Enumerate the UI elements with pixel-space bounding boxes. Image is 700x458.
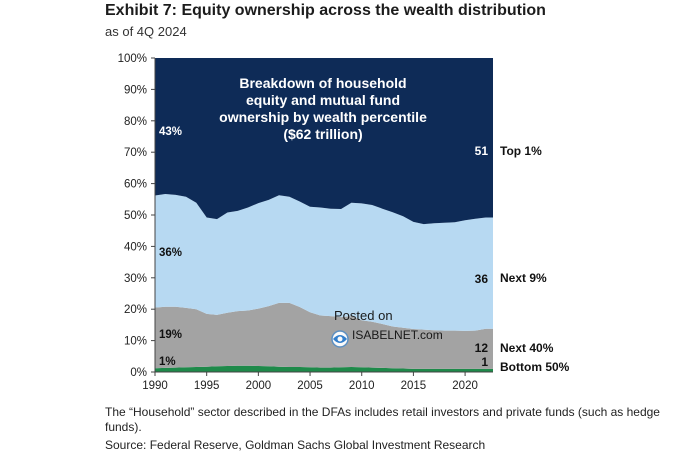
series-end-labels: 112 36 51 (475, 144, 489, 369)
y-tick-label: 50% (124, 210, 147, 222)
y-tick-label: 80% (124, 116, 147, 128)
series-name-labels: Bottom 50% Next 40% Next 9% Top 1% (500, 144, 570, 374)
start-label-top-1: 43% (159, 126, 182, 138)
x-tick-label: 2000 (246, 380, 272, 392)
watermark-line1: Posted on (334, 308, 393, 323)
x-tick-label: 1990 (142, 380, 168, 392)
series-name-bottom-50: Bottom 50% (500, 360, 570, 374)
series-name-next-40: Next 40% (500, 341, 554, 355)
area-next-40 (155, 302, 493, 369)
x-tick-label: 2015 (401, 380, 427, 392)
stacked-area-chart: 0%10%20%30%40%50%60%70%80%90%100% 1990 19… (118, 53, 570, 392)
footnote: The “Household” sector described in the … (105, 405, 660, 434)
area-bottom-50 (155, 365, 493, 372)
end-label-bottom-50: 1 (481, 355, 488, 369)
y-tick-label: 100% (118, 53, 147, 65)
x-tick-label: 2010 (349, 380, 375, 392)
end-label-next-9: 36 (475, 272, 489, 286)
source-note: Source: Federal Reserve, Goldman Sachs G… (105, 438, 486, 452)
end-label-next-40: 12 (475, 341, 489, 355)
y-tick-label: 10% (124, 336, 147, 348)
series-start-labels: 1% 19% 36% 43% (159, 126, 182, 368)
y-tick-label: 20% (124, 304, 147, 316)
y-axis-ticks: 0% 10% 20% 30% 40% 50% 60% 70% 80% 90% 100% (118, 53, 155, 379)
y-tick-label: 30% (124, 273, 147, 285)
watermark-line2: ISABELNET.com (352, 328, 443, 342)
annotation-line: equity and mutual fund (246, 92, 400, 108)
y-tick-label: 0% (130, 367, 147, 379)
x-axis-ticks: 1990 1995 2000 2005 2010 2015 2020 (142, 372, 478, 392)
x-tick-label: 1995 (194, 380, 220, 392)
series-name-next-9: Next 9% (500, 271, 547, 285)
y-tick-label: 90% (124, 84, 147, 96)
annotation-line: ownership by wealth percentile (219, 109, 427, 125)
x-tick-label: 2005 (297, 380, 323, 392)
chart-subtitle: as of 4Q 2024 (105, 24, 187, 39)
series-name-top-1: Top 1% (500, 144, 542, 158)
y-tick-label: 40% (124, 241, 147, 253)
watermark-logo-icon (331, 330, 349, 348)
watermark: Posted on ISABELNET.com (331, 308, 443, 348)
annotation-line: ($62 trillion) (283, 126, 362, 142)
area-top-1 (155, 58, 493, 225)
area-next-9 (155, 194, 493, 331)
chart-title: Exhibit 7: Equity ownership across the w… (105, 2, 546, 19)
start-label-next-40: 19% (159, 329, 182, 341)
area-layers (155, 58, 493, 372)
y-tick-label: 60% (124, 179, 147, 191)
annotation-line: Breakdown of household (239, 75, 406, 91)
x-tick-label: 2020 (452, 380, 478, 392)
start-label-next-9: 36% (159, 247, 182, 259)
start-label-bottom-50: 1% (159, 356, 176, 368)
end-label-top-1: 51 (475, 144, 489, 158)
y-tick-label: 70% (124, 147, 147, 159)
